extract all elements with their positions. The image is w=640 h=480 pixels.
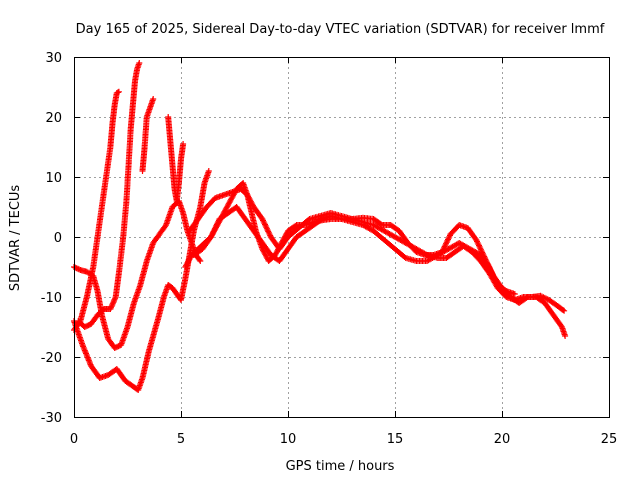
y-tick-label: 10 (45, 171, 62, 186)
data-point (196, 256, 203, 263)
y-tick-label: -30 (41, 411, 62, 426)
data-point (205, 168, 212, 174)
data-point (197, 258, 204, 264)
data-point (180, 141, 187, 147)
data-point (292, 222, 299, 229)
x-tick-label: 25 (601, 432, 618, 447)
data-point (150, 96, 157, 102)
y-tick-label: 0 (54, 231, 62, 246)
data-point (560, 307, 566, 313)
x-tick-label: 20 (494, 432, 511, 447)
y-tick-label: 30 (45, 51, 62, 66)
series-trace-f (165, 114, 187, 204)
series-layer (71, 60, 569, 393)
chart-title: Day 165 of 2025, Sidereal Day-to-day VTE… (76, 22, 605, 37)
series-trace-i (190, 204, 518, 297)
series-trace-e (139, 96, 157, 174)
series-trace-h (186, 186, 569, 339)
data-point (561, 307, 568, 314)
data-point (109, 302, 116, 308)
data-point (261, 220, 268, 227)
y-tick-label: -20 (41, 351, 62, 366)
x-tick-label: 10 (280, 432, 297, 447)
data-point (136, 60, 143, 66)
x-tick-label: 5 (177, 432, 185, 447)
series-trace-c (71, 88, 122, 333)
data-point (562, 333, 569, 339)
grid-layer (74, 57, 609, 417)
y-tick-label: -10 (41, 291, 62, 306)
series-trace-d (75, 60, 143, 330)
y-axis-title: SDTVAR / TECUs (8, 185, 23, 292)
data-point (511, 291, 518, 297)
x-tick-label: 0 (70, 432, 78, 447)
data-point (445, 236, 451, 243)
data-point (377, 221, 384, 228)
data-point (475, 241, 482, 248)
x-axis-title: GPS time / hours (286, 459, 395, 474)
data-point (115, 88, 122, 95)
series-trace-b (71, 198, 204, 351)
x-tick-label: 15 (387, 432, 404, 447)
y-tick-label: 20 (45, 111, 62, 126)
label-layer: 0 5 10 15 20 25 -30 -20 -10 0 10 20 30 (41, 51, 618, 447)
tick-layer (74, 57, 610, 418)
